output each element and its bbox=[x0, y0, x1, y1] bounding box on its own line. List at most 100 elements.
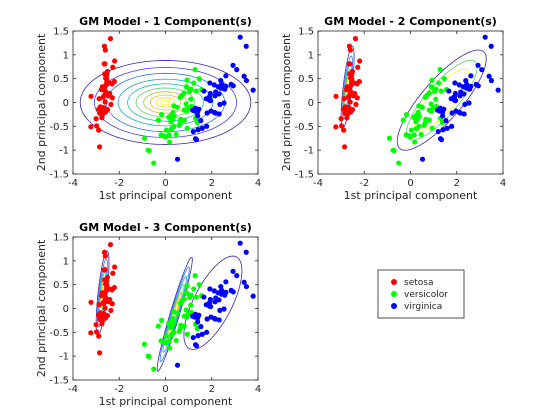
point-virginica-39 bbox=[211, 288, 217, 294]
point-virginica-25 bbox=[223, 73, 229, 79]
point-setosa-15 bbox=[107, 242, 114, 248]
point-versicolor-44 bbox=[416, 123, 422, 129]
x-tick-label: 0 bbox=[162, 384, 168, 395]
point-versicolor-37 bbox=[181, 323, 187, 329]
point-virginica-34 bbox=[449, 123, 455, 129]
point-versicolor-35 bbox=[426, 90, 432, 96]
point-virginica-22 bbox=[488, 77, 495, 84]
point-virginica-38 bbox=[434, 107, 441, 113]
point-versicolor-31 bbox=[158, 132, 164, 138]
point-virginica-32 bbox=[212, 110, 219, 116]
point-virginica-48 bbox=[206, 94, 213, 100]
point-virginica-49 bbox=[195, 319, 201, 325]
point-versicolor-49 bbox=[414, 116, 421, 122]
point-versicolor-14 bbox=[158, 317, 165, 324]
point-virginica-5 bbox=[241, 73, 247, 79]
y-tick-label: 0.5 bbox=[298, 74, 314, 85]
x-axis-label: 1st principal component bbox=[99, 395, 233, 408]
point-versicolor-10 bbox=[151, 160, 157, 166]
point-virginica-38 bbox=[189, 313, 196, 319]
point-versicolor-8 bbox=[186, 294, 193, 301]
point-versicolor-37 bbox=[181, 117, 187, 123]
point-setosa-15 bbox=[107, 36, 114, 42]
point-virginica-9 bbox=[230, 62, 236, 68]
point-versicolor-37 bbox=[426, 117, 432, 123]
point-setosa-24 bbox=[108, 101, 114, 108]
point-setosa-23 bbox=[354, 95, 360, 101]
point-setosa-22 bbox=[88, 93, 94, 99]
point-versicolor-43 bbox=[146, 354, 152, 360]
point-versicolor-29 bbox=[400, 117, 406, 123]
point-virginica-19 bbox=[192, 136, 199, 142]
point-versicolor-0 bbox=[437, 67, 443, 73]
point-virginica-25 bbox=[468, 73, 474, 79]
point-versicolor-21 bbox=[416, 103, 422, 109]
x-axis-label: 1st principal component bbox=[99, 189, 233, 202]
contour-line-0-9 bbox=[160, 99, 171, 106]
point-versicolor-48 bbox=[386, 135, 393, 141]
point-virginica-0 bbox=[466, 100, 472, 106]
point-setosa-31 bbox=[107, 286, 113, 292]
x-tick-label: -4 bbox=[68, 384, 78, 395]
point-virginica-35 bbox=[234, 67, 240, 73]
point-setosa-49 bbox=[100, 94, 106, 100]
contour-line-0-7 bbox=[149, 94, 182, 111]
point-setosa-23 bbox=[109, 301, 115, 307]
y-tick-label: 1.5 bbox=[53, 233, 69, 244]
point-virginica-49 bbox=[440, 113, 446, 119]
point-setosa-11 bbox=[102, 99, 108, 105]
point-setosa-31 bbox=[107, 80, 113, 86]
point-virginica-11 bbox=[204, 316, 210, 322]
x-tick-label: 2 bbox=[209, 384, 215, 395]
point-versicolor-40 bbox=[173, 131, 179, 138]
contour-line-0-6 bbox=[143, 91, 188, 114]
point-versicolor-2 bbox=[196, 76, 202, 82]
y-tick-label: -1 bbox=[59, 352, 69, 363]
x-tick-label: -2 bbox=[359, 178, 369, 189]
point-virginica-10 bbox=[446, 88, 452, 94]
point-versicolor-49 bbox=[169, 116, 176, 122]
point-setosa-23 bbox=[109, 95, 115, 101]
point-virginica-41 bbox=[207, 286, 213, 292]
y-tick-label: 0.5 bbox=[53, 280, 69, 291]
y-tick-label: -1.5 bbox=[49, 170, 69, 181]
contour-line-0-1 bbox=[93, 67, 238, 138]
point-setosa-5 bbox=[355, 64, 361, 70]
point-virginica-29 bbox=[218, 283, 224, 290]
point-setosa-44 bbox=[111, 284, 117, 291]
point-setosa-22 bbox=[333, 93, 339, 99]
plot-area bbox=[318, 31, 503, 174]
point-setosa-49 bbox=[345, 94, 351, 100]
y-axis-label: 2nd principal component bbox=[35, 239, 48, 377]
y-tick-label: 0.5 bbox=[53, 74, 69, 85]
point-virginica-35 bbox=[479, 67, 485, 73]
legend: setosa versicolor virginica bbox=[377, 269, 465, 319]
point-setosa-40 bbox=[98, 87, 105, 93]
point-virginica-17 bbox=[243, 249, 249, 255]
x-tick-label: -2 bbox=[114, 384, 124, 395]
point-versicolor-44 bbox=[171, 329, 177, 335]
point-setosa-47 bbox=[97, 110, 103, 117]
point-virginica-33 bbox=[441, 106, 447, 112]
y-tick-label: -0.5 bbox=[49, 328, 69, 339]
chart-title: GM Model - 3 Component(s) bbox=[79, 221, 252, 234]
x-tick-label: 4 bbox=[500, 178, 506, 189]
point-versicolor-14 bbox=[158, 111, 165, 118]
point-setosa-18 bbox=[112, 264, 118, 270]
x-tick-label: 2 bbox=[209, 178, 215, 189]
point-versicolor-15 bbox=[184, 283, 190, 289]
point-setosa-35 bbox=[96, 302, 102, 308]
point-setosa-41 bbox=[341, 144, 348, 150]
y-tick-label: 1.5 bbox=[298, 27, 314, 38]
point-setosa-22 bbox=[88, 299, 94, 305]
point-setosa-43 bbox=[107, 90, 113, 97]
point-versicolor-34 bbox=[176, 328, 182, 334]
point-setosa-42 bbox=[93, 116, 99, 122]
point-virginica-6 bbox=[419, 156, 426, 162]
point-virginica-40 bbox=[216, 297, 222, 303]
point-virginica-42 bbox=[195, 127, 201, 133]
point-virginica-14 bbox=[199, 331, 205, 337]
x-tick-label: -2 bbox=[114, 178, 124, 189]
point-virginica-29 bbox=[463, 77, 469, 84]
point-virginica-5 bbox=[241, 279, 247, 285]
